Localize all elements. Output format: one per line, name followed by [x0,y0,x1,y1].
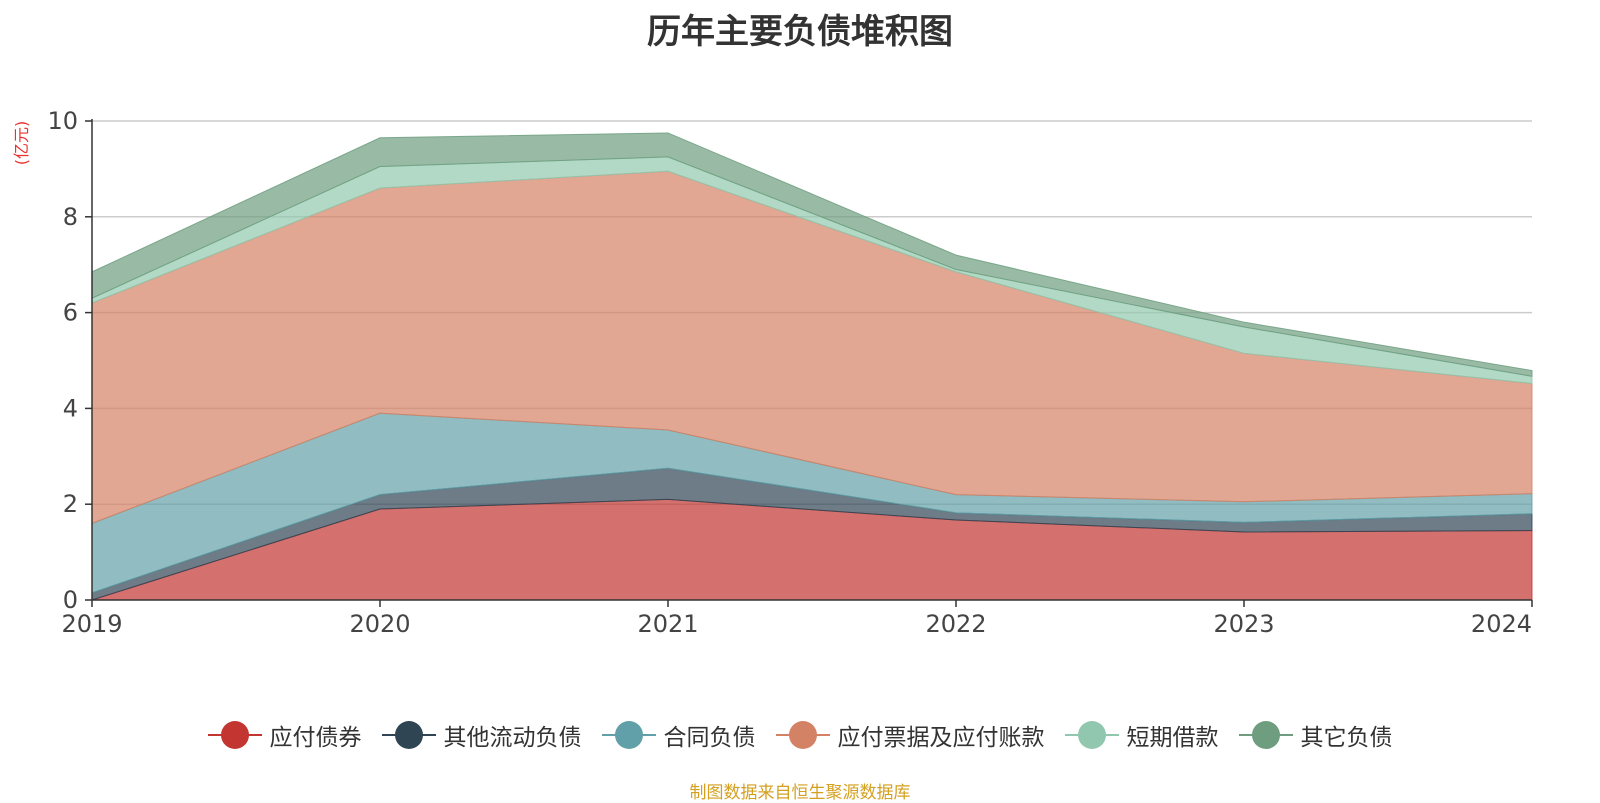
x-tick-label: 2021 [637,610,698,638]
legend-label: 其他流动负债 [443,725,582,751]
legend-item[interactable]: 应付票据及应付账款 [775,718,1045,752]
legend-label: 应付债券 [269,725,362,751]
series-area-5 [91,132,1533,377]
x-tick-label: 2020 [349,610,410,638]
legend-item[interactable]: 合同负债 [601,718,756,752]
legend-item[interactable]: 应付债券 [207,718,362,752]
legend-marker [1238,721,1293,749]
legend-label: 合同负债 [663,725,756,751]
x-tick-label: 2022 [925,610,986,638]
y-tick-label: 0 [63,586,78,614]
legend-label: 短期借款 [1126,725,1219,751]
legend-marker [381,721,436,749]
legend-marker [207,721,262,749]
legend-item[interactable]: 其他流动负债 [381,718,582,752]
legend-marker [775,721,830,749]
y-tick-label: 8 [63,203,78,231]
chart-title: 历年主要负债堆积图 [647,12,953,52]
y-tick-label: 10 [47,107,78,135]
axis-layer: 0 2 4 6 8 10 2019 2020 2021 2022 2023 2024 [47,107,1533,638]
legend-label: 应付票据及应付账款 [837,725,1045,751]
x-tick-label: 2023 [1213,610,1274,638]
area-layer [91,132,1533,601]
legend-item[interactable]: 其它负债 [1238,718,1393,752]
y-tick-label: 4 [63,394,78,422]
legend-marker [601,721,656,749]
legend-item[interactable]: 短期借款 [1064,718,1219,752]
source-note: 制图数据来自恒生聚源数据库 [689,783,911,803]
y-tick-label: 6 [63,299,78,327]
x-tick-label: 2024 [1471,610,1532,638]
y-tick-label: 2 [63,490,78,518]
legend: 应付债券 其他流动负债 合同负债 应付票据及应付账款 短期借款 其它负债 [0,718,1600,752]
y-axis-unit: (亿元) [12,121,31,166]
legend-label: 其它负债 [1300,725,1393,751]
legend-marker [1064,721,1119,749]
x-tick-label: 2019 [61,610,122,638]
